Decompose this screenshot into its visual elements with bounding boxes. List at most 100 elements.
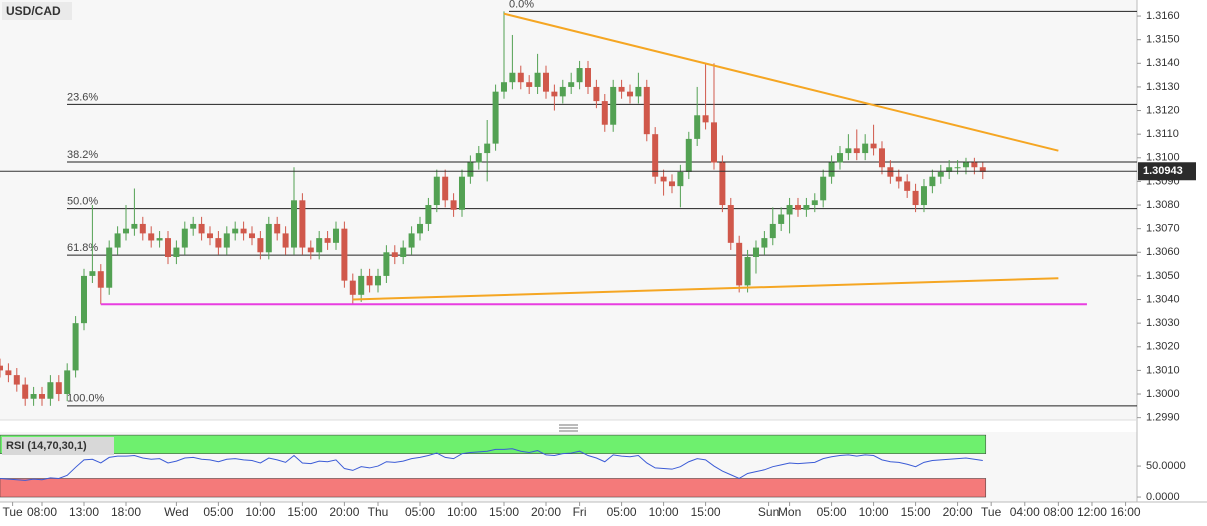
candle-body xyxy=(156,238,163,241)
candle-body xyxy=(836,153,843,163)
candle-body xyxy=(904,181,911,191)
fib-level-label: 23.6% xyxy=(67,91,98,103)
candle-body xyxy=(954,167,961,169)
rsi-overbought-zone xyxy=(0,434,987,454)
candle-body xyxy=(257,238,264,253)
x-tick-label: 16:00 xyxy=(1111,505,1141,519)
candle-body xyxy=(694,115,701,139)
y-tick-label: 1.3120 xyxy=(1146,104,1180,116)
x-tick-label: 15:00 xyxy=(691,505,721,519)
x-tick-label: Tue xyxy=(2,505,23,519)
candle-body xyxy=(912,190,919,206)
x-tick-label: 04:00 xyxy=(1010,505,1040,519)
candle-body xyxy=(274,223,281,234)
candle-body xyxy=(484,143,491,154)
candle-body xyxy=(500,82,507,92)
candle-body xyxy=(383,252,390,276)
candle-body xyxy=(215,238,222,248)
candle-body xyxy=(710,122,717,163)
x-tick-label: Sun xyxy=(758,505,779,519)
panel-resize-handle[interactable] xyxy=(559,424,578,432)
y-tick-label: 1.3140 xyxy=(1146,57,1180,69)
candle-body xyxy=(962,162,969,168)
x-tick-label: 10:00 xyxy=(649,505,679,519)
y-tick-label: 1.2990 xyxy=(1146,412,1180,424)
x-tick-label: 10:00 xyxy=(859,505,889,519)
x-tick-label: 20:00 xyxy=(531,505,561,519)
y-tick-label: 1.3030 xyxy=(1146,317,1180,329)
y-tick-label: 1.3040 xyxy=(1146,293,1180,305)
candle-body xyxy=(131,223,138,229)
x-tick-label: 20:00 xyxy=(329,505,359,519)
fib-level-label: 38.2% xyxy=(67,149,98,161)
rsi-tick-label: 50.0000 xyxy=(1146,460,1186,472)
candle-body xyxy=(811,200,818,206)
candle-body xyxy=(635,86,642,97)
candle-body xyxy=(416,223,423,234)
candle-body xyxy=(89,271,96,276)
candle-body xyxy=(97,271,104,288)
candle-body xyxy=(139,223,146,234)
candle-body xyxy=(736,242,743,286)
candle-body xyxy=(618,86,625,92)
candle-body xyxy=(895,176,902,182)
x-tick-label: 18:00 xyxy=(111,505,141,519)
candle-body xyxy=(265,223,272,253)
candle-body xyxy=(173,247,180,258)
candle-body xyxy=(114,233,121,248)
x-tick-label: 10:00 xyxy=(245,505,275,519)
candle-body xyxy=(190,223,197,229)
trend-line xyxy=(352,277,1059,301)
y-tick-label: 1.3070 xyxy=(1146,223,1180,235)
candle-body xyxy=(979,167,986,172)
candle-body xyxy=(22,384,29,399)
y-tick-label: 1.3160 xyxy=(1146,10,1180,22)
candle-body xyxy=(80,275,87,324)
candle-body xyxy=(652,134,659,177)
candle-body xyxy=(0,365,3,371)
symbol-title: USD/CAD xyxy=(6,4,61,18)
candle-body xyxy=(509,72,516,83)
candle-body xyxy=(467,162,474,177)
x-tick-label: Mon xyxy=(778,505,801,519)
y-tick-label: 1.3050 xyxy=(1146,270,1180,282)
candle-body xyxy=(358,275,365,295)
x-tick-label: 20:00 xyxy=(943,505,973,519)
y-tick-label: 1.3000 xyxy=(1146,388,1180,400)
candle-body xyxy=(492,91,499,144)
candle-body xyxy=(584,68,591,87)
x-tick-label: 08:00 xyxy=(1043,505,1073,519)
candle-body xyxy=(778,214,785,224)
candle-body xyxy=(853,148,860,154)
candle-body xyxy=(601,101,608,125)
candle-body xyxy=(290,200,297,248)
candle-body xyxy=(47,382,54,399)
candle-body xyxy=(878,148,885,168)
candle-body xyxy=(677,171,684,187)
y-tick-label: 1.3080 xyxy=(1146,199,1180,211)
candle-body xyxy=(828,162,835,177)
candle-body xyxy=(307,247,314,253)
rsi-tick-label: 0.0000 xyxy=(1146,491,1180,503)
x-tick-label: Thu xyxy=(368,505,389,519)
candle-body xyxy=(727,205,734,243)
x-tick-label: 10:00 xyxy=(447,505,477,519)
candle-body xyxy=(223,233,230,248)
x-tick-label: 05:00 xyxy=(405,505,435,519)
candle-body xyxy=(559,86,566,97)
candle-body xyxy=(458,176,465,210)
y-tick-label: 1.3150 xyxy=(1146,34,1180,46)
candle-body xyxy=(316,238,323,253)
candle-body xyxy=(576,68,583,83)
candle-body xyxy=(862,143,869,154)
candle-body xyxy=(610,86,617,125)
x-tick-label: 05:00 xyxy=(607,505,637,519)
candle-body xyxy=(551,91,558,97)
candle-body xyxy=(408,233,415,248)
fib-level-label: 50.0% xyxy=(67,195,98,207)
candle-body xyxy=(433,176,440,206)
candle-body xyxy=(794,205,801,210)
x-tick-label: 15:00 xyxy=(489,505,519,519)
candle-body xyxy=(181,228,188,248)
